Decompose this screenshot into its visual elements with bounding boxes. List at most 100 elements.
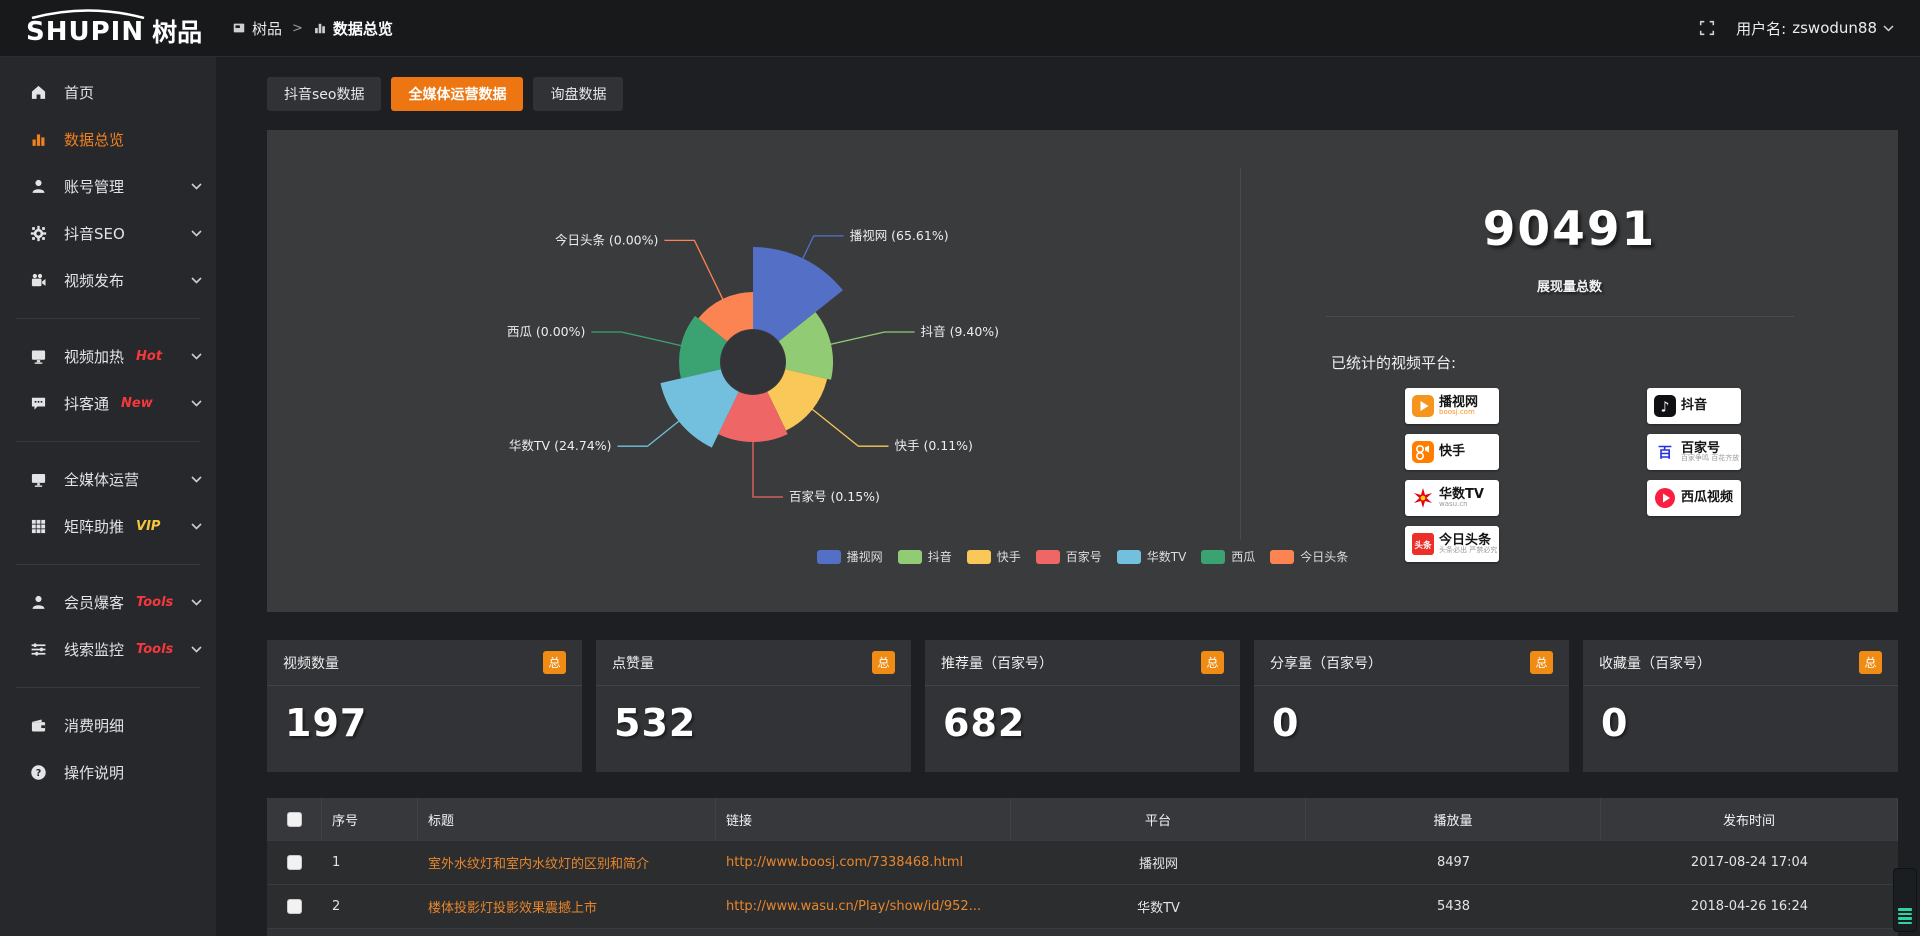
sidebar-item-抖客通[interactable]: 抖客通 New [0,380,216,427]
svg-text:?: ? [36,768,42,779]
floating-side-widget[interactable] [1893,868,1917,932]
sidebar-item-消费明细[interactable]: 消费明细 [0,702,216,749]
legend-item-播视网[interactable]: 播视网 [816,548,883,565]
person-icon [30,594,47,611]
breadcrumb-item[interactable]: 树品 [232,18,282,39]
chevron-down-icon [1883,24,1894,32]
pie-slice-播视网[interactable] [753,247,843,342]
username: zswodun88 [1792,19,1877,37]
sidebar-item-label: 会员爆客 [64,594,125,612]
column-header: 平台 [1011,798,1306,840]
sidebar-divider [16,441,200,442]
chevron-down-icon [191,277,202,284]
tab-抖音seo数据[interactable]: 抖音seo数据 [267,77,382,111]
breadcrumb-item[interactable]: 数据总览 [313,18,393,39]
stat-card-视频数量: 视频数量 总 197 [267,640,582,772]
video-title-link[interactable]: 楼体投影灯投影效果震撼上市 [428,901,598,916]
pie-slice-西瓜[interactable] [679,315,728,379]
chevron-down-icon [191,400,202,407]
video-title-link[interactable]: 室外水纹灯和室内水纹灯的区别和简介 [428,857,650,872]
sidebar-item-数据总览[interactable]: 数据总览 [0,116,216,163]
total-badge: 总 [543,651,566,674]
baijiahao-logo-icon: 百 [1654,441,1676,463]
row-checkbox[interactable] [287,899,302,914]
pie-slice-快手[interactable] [767,369,828,431]
sidebar-item-全媒体运营[interactable]: 全媒体运营 [0,456,216,503]
cell-plays: 5438 [1436,899,1471,914]
legend-item-百家号[interactable]: 百家号 [1035,548,1102,565]
sidebar-divider [16,687,200,688]
table-row: 2 楼体投影灯投影效果震撼上市 http://www.wasu.cn/Play/sh… [267,884,1898,928]
sidebar-item-矩阵助推[interactable]: 矩阵助推 VIP [0,503,216,550]
platform-name: 西瓜视频 [1681,490,1734,506]
sidebar: 首页 数据总览 账号管理 抖音SEO 视频发布 视频加热 Hot 抖客通 New 全媒体运营 矩阵助… [0,57,216,936]
sidebar-item-label: 矩阵助推 [64,518,125,536]
sidebar-item-label: 账号管理 [64,178,125,196]
tab-全媒体运营数据[interactable]: 全媒体运营数据 [391,77,524,111]
horizontal-divider [1326,316,1794,317]
sidebar-item-抖音SEO[interactable]: 抖音SEO [0,210,216,257]
column-header: 播放量 [1306,798,1601,840]
sidebar-item-label: 抖客通 [64,395,110,413]
breadcrumb-separator: > [292,20,303,36]
boosj-logo-icon [1412,395,1434,417]
legend-item-快手[interactable]: 快手 [966,548,1021,565]
summary-panel: 90491 展现量总数 已统计的视频平台: 播视网 boosj.com 快手 华数TV… [1241,130,1898,612]
platform-badge-华数TV: 华数TV wasu.cn [1405,480,1499,516]
legend-item-华数TV[interactable]: 华数TV [1116,548,1186,565]
row-checkbox[interactable] [287,855,302,870]
tab-询盘数据[interactable]: 询盘数据 [533,77,624,111]
legend-item-西瓜[interactable]: 西瓜 [1201,548,1255,565]
video-url-link[interactable]: http://www.wasu.cn/Play/show/id/952... [726,899,982,914]
platform-sub: 百家争鸣 百花齐放 [1681,454,1740,463]
stat-card-分享量（百家号）: 分享量（百家号） 总 0 [1254,640,1569,772]
sidebar-item-会员爆客[interactable]: 会员爆客 Tools [0,579,216,626]
pie-label-line [828,331,915,346]
pie-label: 快手 (0.11%) [895,438,973,453]
stat-card-点赞量: 点赞量 总 532 [596,640,911,772]
cell-plays: 8497 [1436,855,1471,870]
logo-arc-icon [31,9,145,19]
legend-item-抖音[interactable]: 抖音 [897,548,952,565]
chevron-down-icon [191,353,202,360]
fullscreen-icon[interactable] [1698,19,1716,37]
sidebar-item-线索监控[interactable]: 线索监控 Tools [0,626,216,673]
legend-item-今日头条[interactable]: 今日头条 [1270,548,1348,565]
legend-label: 播视网 [846,550,883,564]
platform-sub: 头条必出 严禁必究 [1439,546,1498,555]
pie-label: 西瓜 (0.00%) [507,324,585,339]
sidebar-item-首页[interactable]: 首页 [0,69,216,116]
sidebar-item-视频加热[interactable]: 视频加热 Hot [0,333,216,380]
pie-label: 今日头条 (0.00%) [555,232,658,247]
sidebar-item-tag: VIP [136,519,161,534]
legend-swatch [966,549,991,564]
total-badge: 总 [872,651,895,674]
pie-slice-今日头条[interactable] [698,292,753,342]
sidebar-item-账号管理[interactable]: 账号管理 [0,163,216,210]
app-logo: SHUPIN 树品 [0,9,216,47]
platform-sub: boosj.com [1439,408,1475,417]
platform-badge-抖音: ♪ 抖音 [1647,388,1741,424]
sidebar-item-视频发布[interactable]: 视频发布 [0,257,216,304]
sidebar-item-操作说明[interactable]: ? 操作说明 [0,749,216,796]
sidebar-item-label: 消费明细 [64,717,125,735]
platform-name: 快手 [1439,444,1466,460]
pie-slice-抖音[interactable] [778,312,833,380]
user-menu[interactable]: 用户名: zswodun88 [1736,18,1894,39]
select-all-checkbox[interactable] [286,811,302,827]
logo-text-cn: 树品 [152,18,203,47]
video-url-link[interactable]: http://www.boosj.com/7338468.html [726,855,964,870]
svg-text:百: 百 [1658,446,1672,462]
pie-slice-百家号[interactable] [718,391,788,443]
platforms-label: 已统计的视频平台: [1331,354,1457,372]
svg-text:头条: 头条 [1414,540,1432,551]
sidebar-item-label: 抖音SEO [64,225,125,243]
stat-card-推荐量（百家号）: 推荐量（百家号） 总 682 [925,640,1240,772]
platform-name: 百家号 [1681,440,1721,456]
wasu-logo-icon [1412,487,1434,509]
pie-slice-华数TV[interactable] [660,369,739,448]
monitor-icon [30,471,47,488]
kuaishou-logo-icon [1412,441,1434,463]
topbar: SHUPIN 树品 树品 > 数据总览 用户名: zswodun88 [0,0,1920,57]
chevron-down-icon [191,646,202,653]
